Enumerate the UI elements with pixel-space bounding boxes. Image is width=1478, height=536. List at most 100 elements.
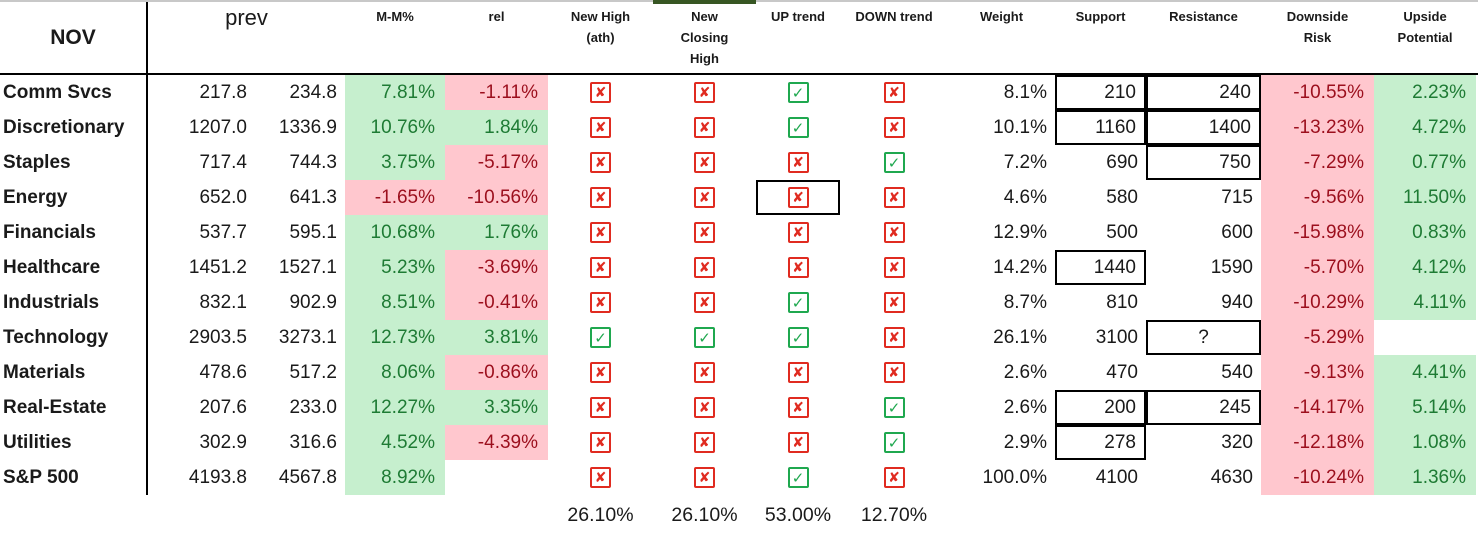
cell-resistance[interactable]: 245 [1146,390,1261,425]
cell-sector[interactable]: Discretionary [0,110,148,145]
cell-upside-potential[interactable]: 11.50% [1374,180,1476,215]
cell-rel-pct[interactable]: -5.17% [445,145,548,180]
header-weight[interactable]: Weight [979,9,1024,24]
new-high-checkbox[interactable] [590,397,611,418]
cell-rel-pct[interactable]: 1.84% [445,110,548,145]
header-support[interactable]: Support [1075,9,1126,24]
header-up-trend[interactable]: UP trend [771,9,825,24]
cell-rel-pct[interactable]: -1.11% [445,75,548,110]
cell-resistance[interactable]: 600 [1221,221,1253,243]
cell-support[interactable]: 810 [1106,291,1138,313]
new-closing-high-checkbox[interactable] [694,187,715,208]
cell-weight[interactable]: 12.9% [993,221,1047,243]
cell-current-month[interactable]: 1527.1 [278,256,337,278]
cell-upside-potential[interactable]: 1.36% [1374,460,1476,495]
up-trend-checkbox[interactable] [787,292,809,313]
header-rel[interactable]: rel [488,9,505,24]
new-high-checkbox[interactable] [590,467,611,488]
cell-support[interactable]: 690 [1106,151,1138,173]
up-trend-checkbox[interactable] [787,222,809,243]
new-closing-high-checkbox[interactable] [694,292,715,313]
new-closing-high-checkbox[interactable] [694,117,715,138]
cell-weight[interactable]: 2.6% [1003,396,1047,418]
cell-resistance[interactable]: ? [1146,320,1261,355]
cell-downside-risk[interactable]: -7.29% [1261,145,1374,180]
cell-downside-risk[interactable]: -15.98% [1261,215,1374,250]
down-trend-checkbox[interactable] [883,327,905,348]
down-trend-checkbox[interactable] [883,362,905,383]
down-trend-checkbox[interactable] [883,292,905,313]
cell-current-month[interactable]: 233.0 [289,396,337,418]
cell-current-month[interactable]: 595.1 [289,221,337,243]
cell-downside-risk[interactable]: -12.18% [1261,425,1374,460]
cell-downside-risk[interactable]: -9.13% [1261,355,1374,390]
cell-downside-risk[interactable]: -5.29% [1261,320,1374,355]
header-downside-risk[interactable]: Downside Risk [1286,9,1349,45]
cell-sector[interactable]: Financials [0,215,148,250]
cell-prev-month[interactable]: 4193.8 [188,466,247,488]
header-prev[interactable]: prev [225,5,268,30]
new-high-checkbox[interactable] [590,292,611,313]
cell-mm-pct[interactable]: 12.27% [345,390,445,425]
cell-current-month[interactable]: 4567.8 [278,466,337,488]
cell-rel-pct[interactable]: 1.76% [445,215,548,250]
cell-weight[interactable]: 7.2% [1003,151,1047,173]
cell-weight[interactable]: 2.9% [1003,431,1047,453]
down-trend-checkbox[interactable] [883,82,905,103]
cell-support[interactable]: 200 [1055,390,1146,425]
cell-upside-potential[interactable]: 2.23% [1374,75,1476,110]
new-closing-high-checkbox[interactable] [694,257,715,278]
cell-weight[interactable]: 14.2% [993,256,1047,278]
cell-current-month[interactable]: 902.9 [289,291,337,313]
header-new-high[interactable]: New High (ath) [570,9,631,45]
cell-rel-pct[interactable]: 3.81% [445,320,548,355]
cell-weight[interactable]: 26.1% [993,326,1047,348]
new-closing-high-checkbox[interactable] [694,397,715,418]
cell-current-month[interactable]: 316.6 [289,431,337,453]
cell-sector[interactable]: Real-Estate [0,390,148,425]
cell-sector[interactable]: Energy [0,180,148,215]
cell-resistance[interactable]: 320 [1221,431,1253,453]
cell-mm-pct[interactable]: 7.81% [345,75,445,110]
cell-sector[interactable]: Comm Svcs [0,75,148,110]
cell-downside-risk[interactable]: -5.70% [1261,250,1374,285]
cell-current-month[interactable]: 1336.9 [278,116,337,138]
cell-mm-pct[interactable]: 12.73% [345,320,445,355]
cell-resistance[interactable]: 4630 [1210,466,1253,488]
cell-upside-potential[interactable]: 5.14% [1374,390,1476,425]
cell-resistance[interactable]: 940 [1221,291,1253,313]
new-closing-high-checkbox[interactable] [694,222,715,243]
cell-weight[interactable]: 8.1% [1003,81,1047,103]
cell-upside-potential[interactable]: 4.41% [1374,355,1476,390]
cell-current-month[interactable]: 517.2 [289,361,337,383]
up-trend-checkbox[interactable] [787,187,809,208]
new-high-checkbox[interactable] [590,432,611,453]
cell-support[interactable]: 500 [1106,221,1138,243]
cell-support[interactable]: 580 [1106,186,1138,208]
cell-rel-pct[interactable]: -3.69% [445,250,548,285]
summary-new-closing-high-pct[interactable]: 26.10% [671,504,738,526]
down-trend-checkbox[interactable] [883,467,905,488]
cell-upside-potential[interactable]: 4.12% [1374,250,1476,285]
cell-weight[interactable]: 4.6% [1003,186,1047,208]
up-trend-checkbox[interactable] [787,117,809,138]
cell-sector[interactable]: Staples [0,145,148,180]
new-closing-high-checkbox[interactable] [694,467,715,488]
cell-resistance[interactable]: 1590 [1210,256,1253,278]
cell-sector[interactable]: S&P 500 [0,460,148,495]
cell-upside-potential[interactable]: 0.77% [1374,145,1476,180]
cell-upside-potential[interactable]: 0.83% [1374,215,1476,250]
cell-mm-pct[interactable]: 4.52% [345,425,445,460]
cell-mm-pct[interactable]: 5.23% [345,250,445,285]
cell-support[interactable]: 210 [1055,75,1146,110]
cell-upside-potential[interactable]: 4.11% [1374,285,1476,320]
cell-resistance[interactable]: 540 [1221,361,1253,383]
cell-prev-month[interactable]: 1451.2 [188,256,247,278]
cell-downside-risk[interactable]: -14.17% [1261,390,1374,425]
down-trend-checkbox[interactable] [883,432,905,453]
cell-mm-pct[interactable]: -1.65% [345,180,445,215]
new-high-checkbox[interactable] [590,187,611,208]
up-trend-checkbox[interactable] [787,152,809,173]
cell-weight[interactable]: 10.1% [993,116,1047,138]
new-closing-high-checkbox[interactable] [694,82,715,103]
